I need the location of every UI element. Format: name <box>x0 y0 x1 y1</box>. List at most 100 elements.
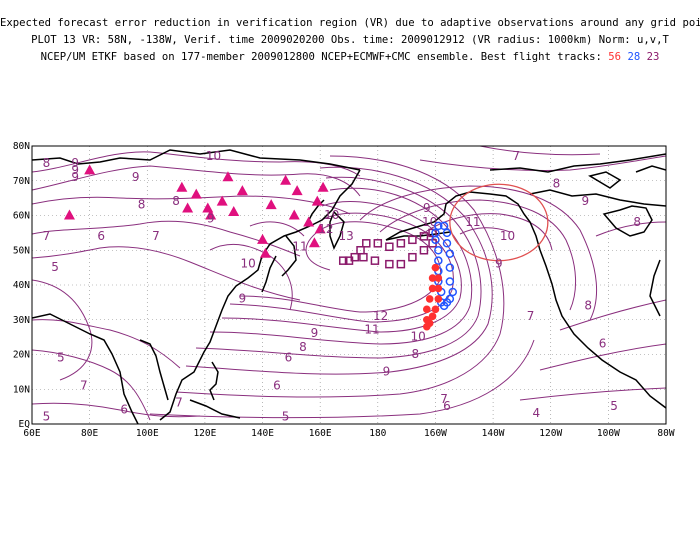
contour-label: 9 <box>495 257 503 271</box>
sensitivity-triangle <box>205 209 217 220</box>
sensitivity-triangle <box>288 209 300 220</box>
contour-label: 8 <box>172 194 180 208</box>
x-tick-label: 120E <box>193 428 216 439</box>
contour-label: 6 <box>443 399 451 413</box>
sensitivity-triangle <box>291 185 303 196</box>
contour-label: 9 <box>383 364 391 378</box>
contour-label: 13 <box>338 229 353 243</box>
contour-label: 7 <box>80 378 88 392</box>
y-tick-label: 20N <box>13 350 30 361</box>
contour-label: 5 <box>610 399 618 413</box>
flight-tracks <box>338 221 457 331</box>
track-red-marker <box>434 274 443 282</box>
track-purple-marker <box>396 259 406 269</box>
contour-label: 9 <box>239 291 247 305</box>
track-red-marker <box>423 305 431 314</box>
track-red-marker <box>434 284 443 293</box>
contour-label: 7 <box>152 229 160 243</box>
y-tick-label: 50N <box>13 245 30 256</box>
contour-label: 9 <box>581 194 589 208</box>
header-line-3-prefix: NCEP/UM ETKF based on 177-member 2009012… <box>40 51 602 63</box>
lat-lon-grid <box>32 146 667 424</box>
contour-label: 9 <box>71 163 79 177</box>
contour-label: 5 <box>57 350 65 364</box>
contour-label: 8 <box>633 215 641 229</box>
track-label-2: 23 <box>640 51 660 63</box>
coastlines <box>32 149 666 424</box>
track-red-marker <box>431 305 440 314</box>
contour-label: 8 <box>411 347 419 361</box>
track-red-marker <box>423 315 431 324</box>
contour-label: 5 <box>282 410 290 424</box>
sensitivity-triangle <box>314 223 326 234</box>
track-red-marker <box>428 274 437 282</box>
header-line-2: PLOT 13 VR: 58N, -138W, Verif. time 2009… <box>31 34 669 46</box>
track-purple-marker <box>385 242 394 252</box>
x-tick-label: 80W <box>657 428 674 439</box>
track-purple-marker <box>356 246 365 255</box>
y-tick-label: EQ <box>19 419 31 430</box>
contour-label: 9 <box>71 156 79 170</box>
track-purple-marker <box>408 252 417 262</box>
x-tick-label: 140E <box>251 428 274 439</box>
sensitivity-triangle <box>303 216 315 227</box>
sensitivity-triangle <box>84 164 96 175</box>
contour-label: 6 <box>285 350 293 364</box>
sensitivity-triangle <box>182 202 194 213</box>
contour-label: 8 <box>138 198 146 212</box>
verification-region-circle <box>449 183 549 262</box>
x-tick-label: 160W <box>424 428 447 439</box>
contour-label: 4 <box>532 406 540 420</box>
track-blue-marker <box>442 239 452 248</box>
sensitivity-triangle <box>308 237 320 248</box>
contour-label: 9 <box>311 326 319 340</box>
contour-label: 8 <box>299 340 307 354</box>
track-blue-marker <box>431 228 440 238</box>
contour-label: 10 <box>500 229 515 243</box>
sensitivity-triangle <box>176 181 188 192</box>
y-tick-label: 30N <box>13 315 30 326</box>
contour-label: 9 <box>423 201 431 215</box>
contour-lines <box>32 146 666 421</box>
sensitivity-triangle <box>216 195 228 206</box>
contour-label: 10 <box>240 257 255 271</box>
contour-label: 6 <box>599 337 607 351</box>
track-purple-marker <box>419 246 429 255</box>
track-label-0: 56 <box>608 51 622 63</box>
track-purple-marker <box>408 235 417 245</box>
track-purple-marker <box>362 239 371 248</box>
y-tick-label: 60N <box>13 211 30 222</box>
sensitivity-triangles <box>63 164 329 258</box>
x-tick-label: 180 <box>369 428 386 439</box>
track-blue-marker <box>439 221 449 231</box>
contour-label: 7 <box>440 392 448 406</box>
track-purple-marker <box>419 232 429 241</box>
track-purple-marker <box>338 256 348 265</box>
contour-label: 6 <box>273 378 281 392</box>
sensitivity-triangle <box>280 174 292 185</box>
contour-label: 5 <box>51 260 59 274</box>
contour-label: 10 <box>422 215 437 229</box>
track-purple-marker <box>396 239 406 248</box>
sensitivity-triangle <box>311 195 323 206</box>
contour-label: 8 <box>584 298 592 312</box>
x-tick-label: 100W <box>597 428 620 439</box>
x-tick-label: 140W <box>482 428 505 439</box>
y-tick-labels: EQ 10N 20N 30N 40N 50N 60N 70N 80N <box>13 141 30 430</box>
contour-label: 9 <box>207 211 215 225</box>
contour-label: 10 <box>324 208 339 222</box>
sensitivity-triangle <box>317 181 329 192</box>
track-blue-marker <box>448 287 457 297</box>
track-red-marker <box>428 284 437 293</box>
track-blue-marker <box>434 256 443 265</box>
track-purple-marker <box>344 256 354 265</box>
y-tick-label: 40N <box>13 280 30 291</box>
y-tick-label: 80N <box>13 141 30 152</box>
x-tick-label: 120W <box>539 428 562 439</box>
x-tick-label: 80E <box>81 428 98 439</box>
contour-label: 7 <box>512 149 520 163</box>
contour-label: 6 <box>120 403 128 417</box>
contour-label: 7 <box>43 229 51 243</box>
